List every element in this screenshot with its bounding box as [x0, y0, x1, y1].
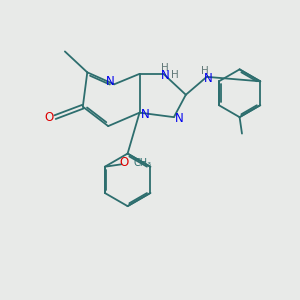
Text: H: H — [171, 70, 179, 80]
Text: N: N — [140, 108, 149, 121]
Text: H: H — [201, 67, 209, 76]
Text: N: N — [175, 112, 184, 125]
Text: N: N — [106, 75, 115, 88]
Text: H: H — [161, 63, 169, 73]
Text: N: N — [160, 69, 169, 82]
Text: O: O — [120, 156, 129, 169]
Text: O: O — [44, 111, 54, 124]
Text: CH₃: CH₃ — [133, 158, 151, 168]
Text: N: N — [204, 72, 213, 85]
